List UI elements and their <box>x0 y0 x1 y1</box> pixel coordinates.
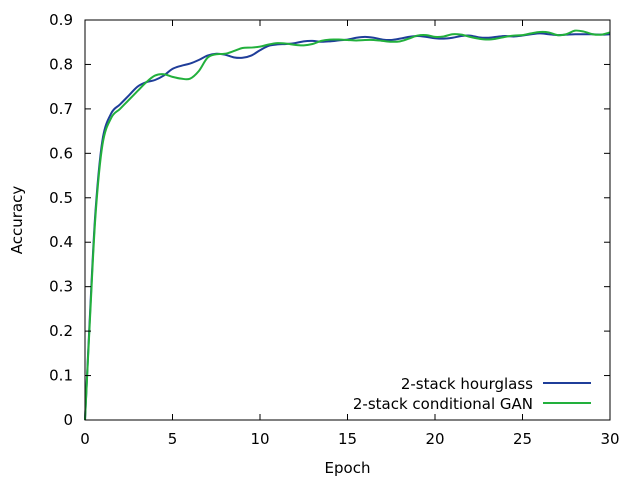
legend: 2-stack hourglass 2-stack conditional GA… <box>353 375 591 413</box>
x-axis-title: Epoch <box>325 459 371 477</box>
legend-label-conditional-gan: 2-stack conditional GAN <box>353 395 533 413</box>
y-tick-label: 0.7 <box>49 100 73 118</box>
y-tick-label: 0.9 <box>49 11 73 29</box>
x-tick-label: 25 <box>513 430 532 448</box>
y-tick-label: 0 <box>63 411 73 429</box>
legend-label-hourglass: 2-stack hourglass <box>401 375 533 393</box>
y-tick-label: 0.2 <box>49 322 73 340</box>
y-axis-title: Accuracy <box>8 186 26 255</box>
y-tick-label: 0.4 <box>49 233 73 251</box>
series-line-conditional-gan <box>84 29 611 421</box>
x-tick-label: 15 <box>338 430 357 448</box>
axis-ticks: 0 5 10 15 20 25 30 0 0.1 0.2 0.3 0.4 0.5 0.6 0.7 0.8 0.9 <box>49 11 619 448</box>
y-tick-label: 0.5 <box>49 189 73 207</box>
x-tick-label: 10 <box>250 430 269 448</box>
y-tick-label: 0.1 <box>49 367 73 385</box>
y-tick-label: 0.8 <box>49 55 73 73</box>
x-tick-label: 5 <box>168 430 178 448</box>
x-tick-label: 0 <box>80 430 90 448</box>
series-curves <box>84 29 611 421</box>
y-tick-label: 0.6 <box>49 144 73 162</box>
x-tick-label: 20 <box>425 430 444 448</box>
plot-frame <box>84 19 611 421</box>
y-tick-label: 0.3 <box>49 278 73 296</box>
series-line-hourglass <box>84 32 611 421</box>
x-tick-label: 30 <box>600 430 619 448</box>
